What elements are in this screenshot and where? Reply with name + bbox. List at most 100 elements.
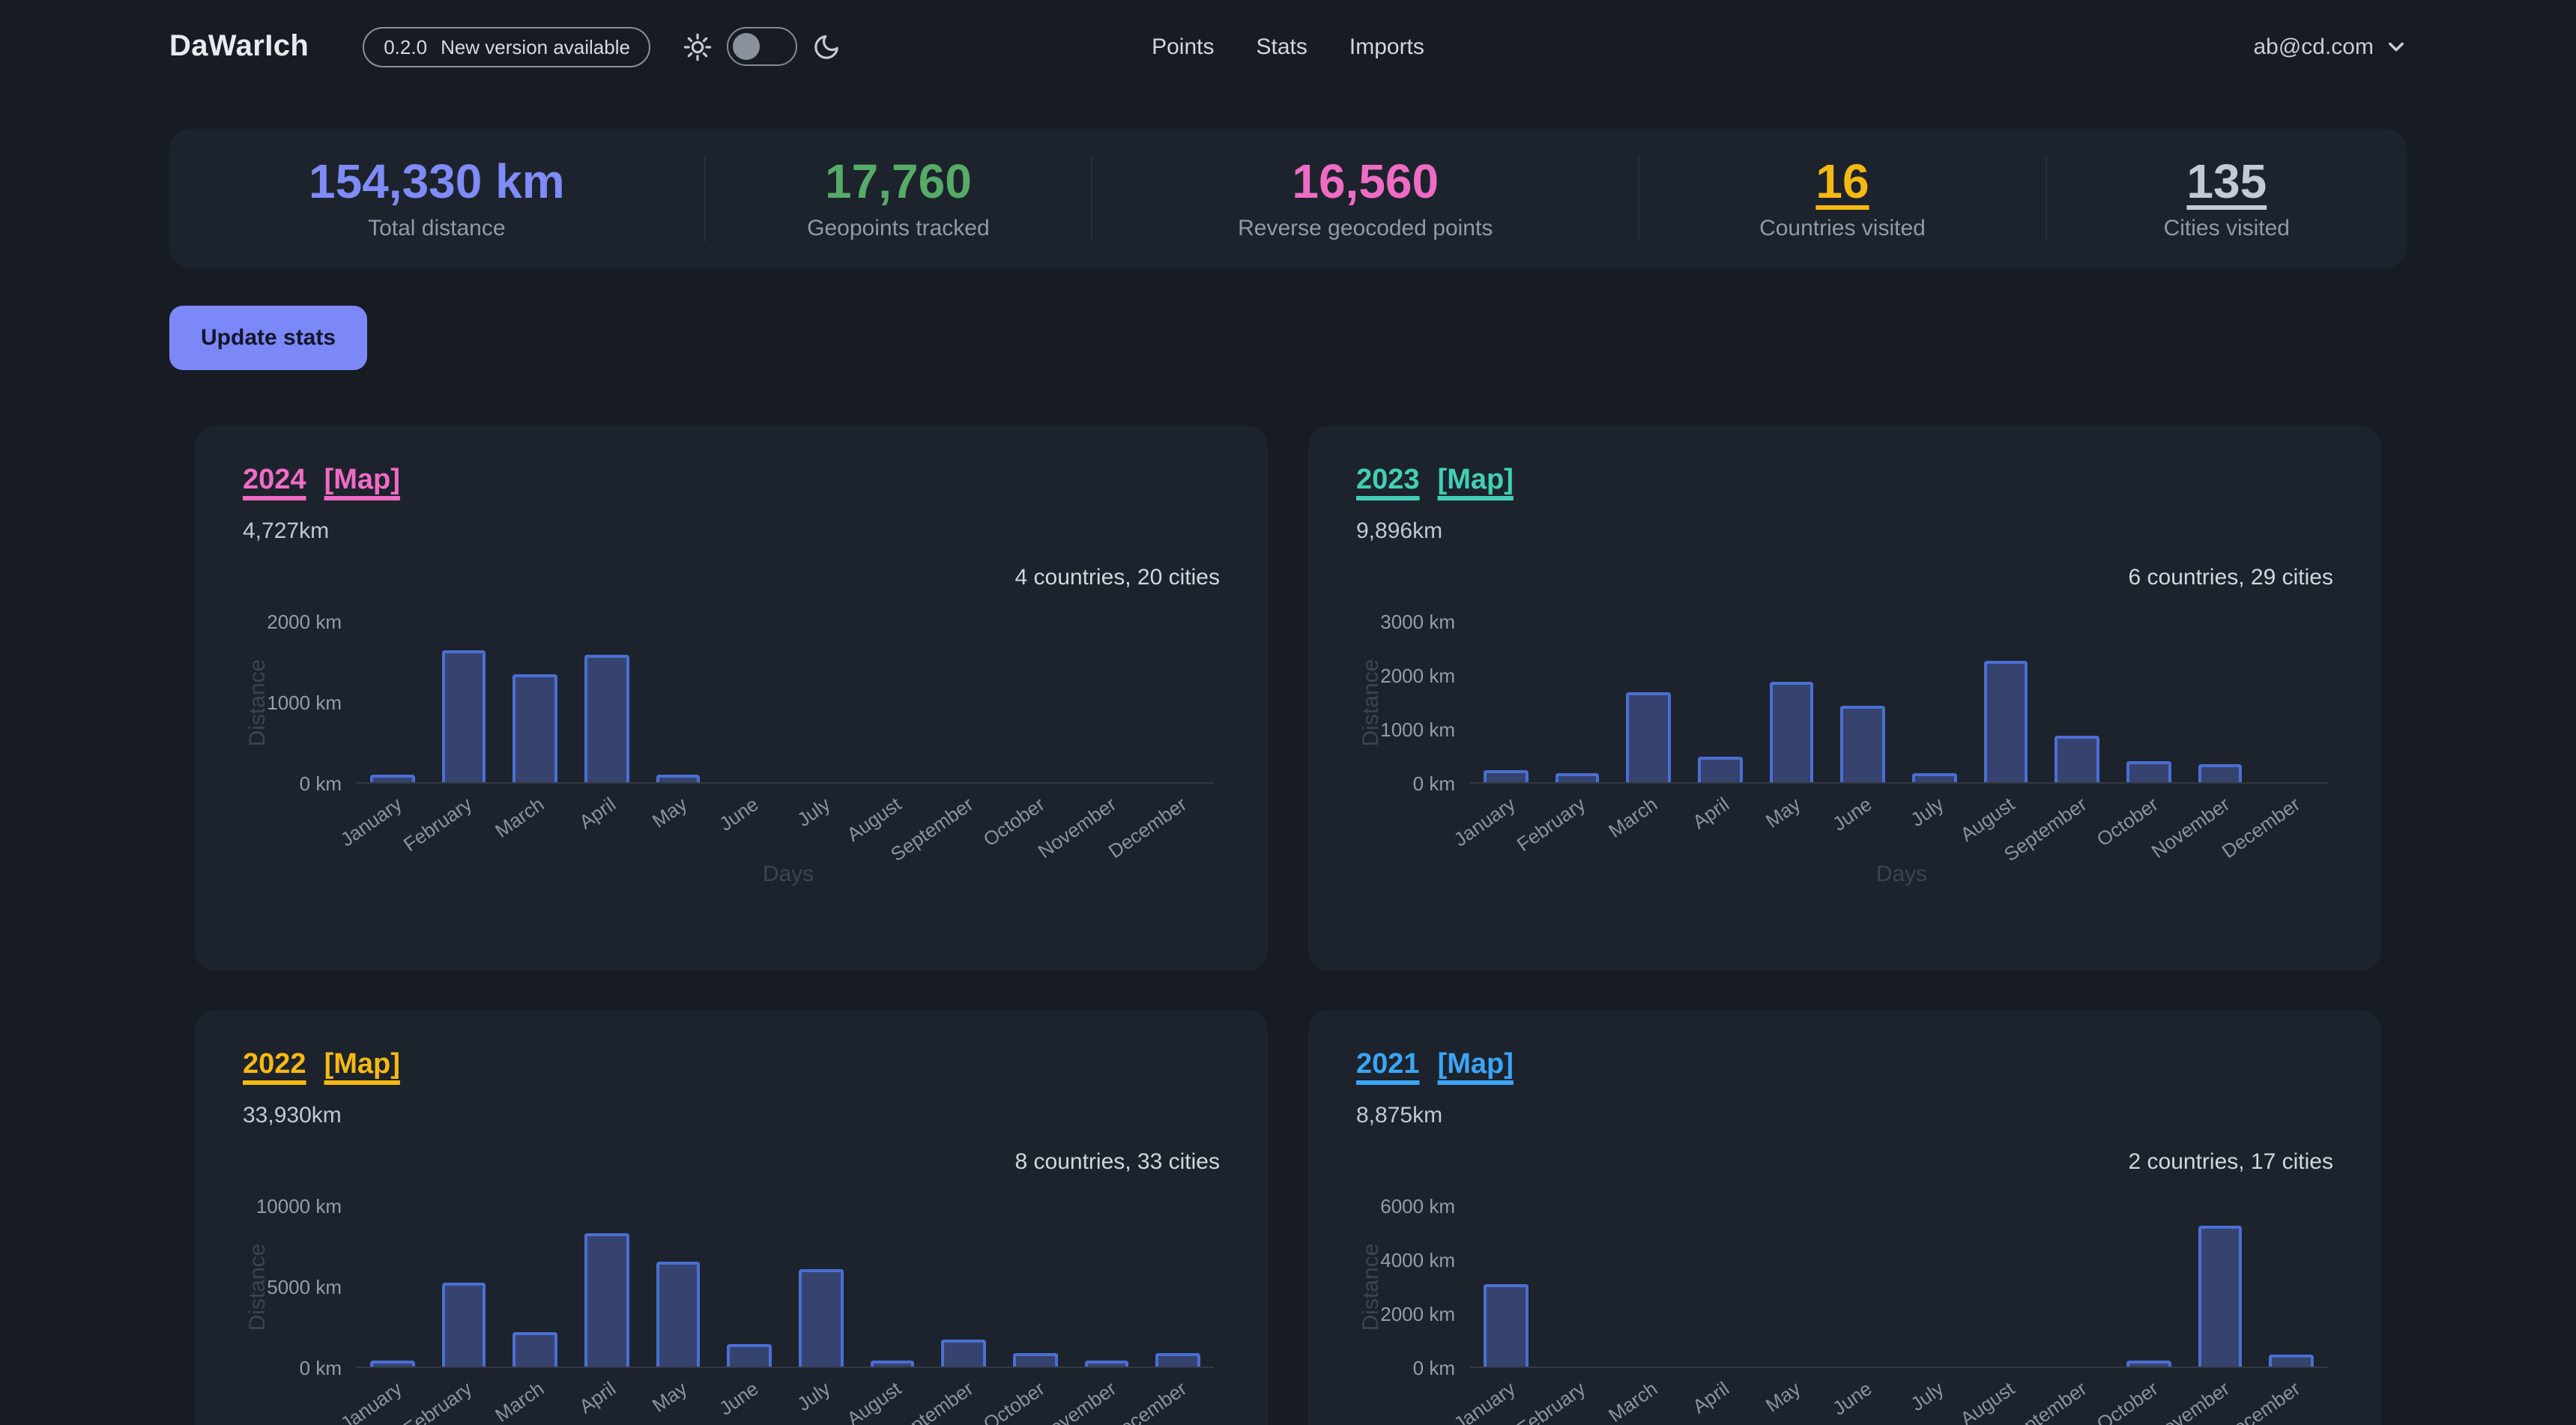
x-tick-february: February bbox=[399, 1377, 477, 1425]
bar-may bbox=[656, 1262, 701, 1367]
stat-cell: 154,330 km Total distance bbox=[169, 157, 704, 240]
user-email: ab@cd.com bbox=[2253, 34, 2374, 59]
update-stats-button[interactable]: Update stats bbox=[169, 306, 368, 370]
x-tick-september: September bbox=[1999, 1377, 2090, 1425]
x-tick-february: February bbox=[1513, 1377, 1591, 1425]
y-tick: 3000 km bbox=[1380, 611, 1455, 633]
stat-value: 17,760 bbox=[825, 154, 972, 208]
plot-wrap: January February March April May June July Augu… bbox=[1449, 1206, 2327, 1425]
year-distance: 8,875km bbox=[1356, 1103, 1443, 1128]
x-tick-may: May bbox=[1761, 793, 1805, 832]
map-link[interactable]: [Map] bbox=[324, 1049, 400, 1080]
bar-february bbox=[1555, 773, 1600, 782]
x-tick-december: December bbox=[1104, 793, 1191, 863]
year-link[interactable]: 2022 bbox=[243, 1049, 306, 1080]
y-tick: 2000 km bbox=[1380, 1303, 1455, 1325]
nav-link-imports[interactable]: Imports bbox=[1349, 34, 1424, 59]
bar-may bbox=[1769, 682, 1814, 782]
x-tick-may: May bbox=[647, 793, 692, 832]
theme-toggle[interactable] bbox=[727, 27, 798, 66]
bar-february bbox=[441, 1283, 486, 1367]
version-badge[interactable]: 0.2.0 New version available bbox=[363, 26, 651, 67]
stat-cell: 135 Cities visited bbox=[2045, 154, 2407, 240]
y-tick: 2000 km bbox=[267, 611, 342, 633]
x-axis-labels: January February March April May June July Augu… bbox=[1449, 784, 2327, 866]
x-tick-june: June bbox=[1828, 793, 1876, 835]
bar-may bbox=[656, 775, 701, 782]
year-chart: Distance 6000 km 4000 km 2000 km 0 km Janua… bbox=[1356, 1195, 2333, 1425]
bar-september bbox=[2055, 736, 2099, 782]
bar-march bbox=[1626, 692, 1671, 782]
bar-october bbox=[2126, 1361, 2171, 1367]
x-axis-labels: January February March April May June July Augu… bbox=[336, 784, 1214, 866]
main-nav: Points Stats Imports bbox=[1152, 34, 1424, 59]
x-tick-august: August bbox=[842, 1377, 906, 1425]
user-menu[interactable]: ab@cd.com bbox=[2253, 34, 2407, 59]
y-axis-ticks: 10000 km 5000 km 0 km bbox=[243, 1195, 357, 1379]
bar-march bbox=[513, 674, 557, 782]
x-tick-january: January bbox=[1448, 793, 1519, 851]
map-link[interactable]: [Map] bbox=[324, 465, 400, 496]
bar-january bbox=[370, 1361, 415, 1367]
x-tick-july: July bbox=[792, 793, 834, 832]
bar-january bbox=[370, 775, 415, 782]
x-tick-october: October bbox=[2091, 1377, 2162, 1425]
plot-wrap: January February March April May June July Augu… bbox=[336, 622, 1214, 866]
x-tick-january: January bbox=[1448, 1377, 1519, 1425]
x-axis-labels: January February March April May June July Augu… bbox=[1449, 1368, 2327, 1425]
year-card: 2024 [Map] 4,727km 4 countries, 20 citie… bbox=[195, 426, 1268, 971]
year-link[interactable]: 2023 bbox=[1356, 465, 1420, 496]
plot-area bbox=[1470, 1206, 2327, 1368]
y-axis-ticks: 6000 km 4000 km 2000 km 0 km bbox=[1356, 1195, 1470, 1379]
bar-march bbox=[513, 1332, 557, 1367]
year-card: 2023 [Map] 9,896km 6 countries, 29 citie… bbox=[1308, 426, 2381, 971]
x-tick-november: November bbox=[2146, 793, 2234, 863]
plot-wrap: January February March April May June July Augu… bbox=[336, 1206, 1214, 1425]
x-tick-july: July bbox=[1905, 1377, 1947, 1416]
map-link[interactable]: [Map] bbox=[1437, 465, 1514, 496]
x-tick-august: August bbox=[1956, 793, 2019, 847]
stat-label: Cities visited bbox=[2163, 215, 2290, 240]
x-tick-april: April bbox=[575, 793, 620, 834]
x-tick-january: January bbox=[335, 1377, 405, 1425]
map-link[interactable]: [Map] bbox=[1437, 1049, 1514, 1080]
y-tick: 1000 km bbox=[1380, 718, 1455, 741]
bar-august bbox=[1983, 661, 2028, 782]
y-tick: 0 km bbox=[1412, 772, 1455, 795]
stat-cell: 17,760 Geopoints tracked bbox=[704, 157, 1092, 240]
x-axis-labels: January February March April May June July Augu… bbox=[336, 1368, 1214, 1425]
x-tick-march: March bbox=[491, 1377, 548, 1425]
bar-november bbox=[2198, 1226, 2243, 1367]
y-tick: 0 km bbox=[299, 1357, 342, 1379]
year-card: 2021 [Map] 8,875km 2 countries, 17 citie… bbox=[1308, 1010, 2381, 1425]
year-link[interactable]: 2021 bbox=[1356, 1049, 1420, 1080]
x-tick-september: September bbox=[886, 1377, 977, 1425]
stat-value[interactable]: 135 bbox=[2186, 154, 2267, 208]
year-summary: 2 countries, 17 cities bbox=[2128, 1149, 2334, 1175]
stat-label: Countries visited bbox=[1759, 215, 1926, 240]
nav-link-stats[interactable]: Stats bbox=[1256, 34, 1307, 59]
header: DaWarIch 0.2.0 New version available bbox=[169, 0, 2407, 93]
year-card-title: 2021 [Map] bbox=[1356, 1049, 2333, 1082]
y-tick: 4000 km bbox=[1380, 1249, 1455, 1271]
x-axis-title: Days bbox=[1875, 862, 1928, 887]
bar-november bbox=[1084, 1361, 1129, 1367]
x-tick-june: June bbox=[715, 793, 763, 835]
x-tick-november: November bbox=[1032, 1377, 1120, 1425]
nav-link-points[interactable]: Points bbox=[1152, 34, 1215, 59]
year-distance: 33,930km bbox=[243, 1103, 342, 1128]
bar-july bbox=[1912, 773, 1957, 782]
stat-label: Total distance bbox=[368, 215, 506, 240]
x-tick-july: July bbox=[792, 1377, 834, 1416]
x-tick-july: July bbox=[1905, 793, 1947, 832]
x-tick-august: August bbox=[1956, 1377, 2019, 1425]
year-cards-grid: 2024 [Map] 4,727km 4 countries, 20 citie… bbox=[195, 426, 2381, 1425]
x-tick-may: May bbox=[1761, 1377, 1805, 1417]
x-tick-october: October bbox=[978, 1377, 1048, 1425]
x-tick-june: June bbox=[715, 1377, 763, 1420]
y-tick: 0 km bbox=[299, 772, 342, 795]
year-link[interactable]: 2024 bbox=[243, 465, 306, 496]
y-axis-ticks: 2000 km 1000 km 0 km bbox=[243, 611, 357, 795]
stat-value[interactable]: 16 bbox=[1815, 154, 1869, 208]
stats-overview: 154,330 km Total distance 17,760 Geopoin… bbox=[169, 129, 2407, 268]
